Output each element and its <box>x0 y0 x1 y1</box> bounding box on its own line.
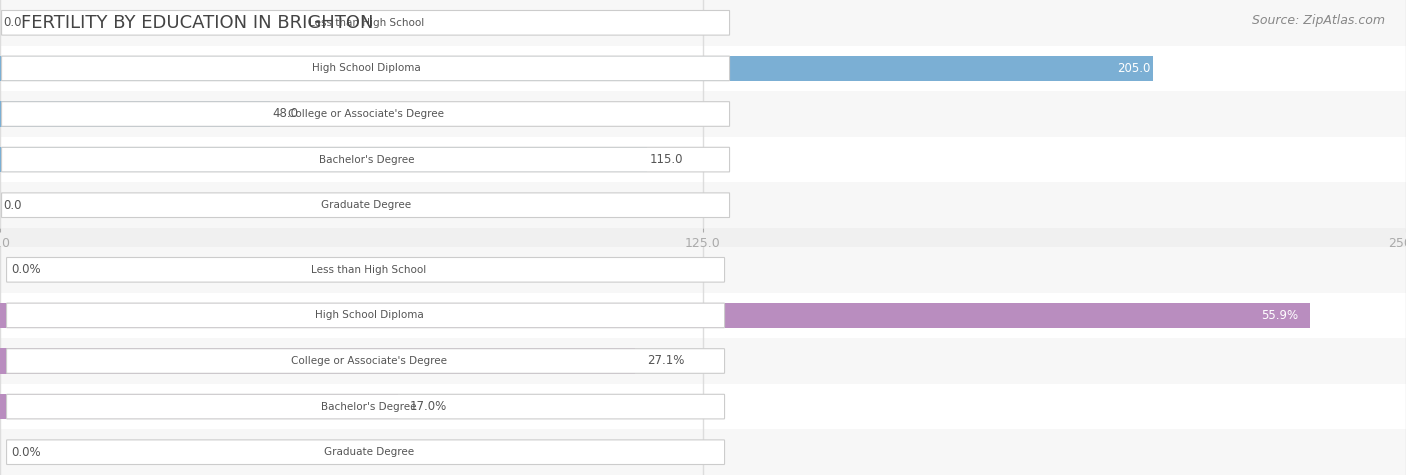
FancyBboxPatch shape <box>1 193 730 218</box>
FancyBboxPatch shape <box>1 10 730 35</box>
Text: College or Associate's Degree: College or Associate's Degree <box>288 109 444 119</box>
Bar <box>0 293 1406 338</box>
Bar <box>0 147 647 172</box>
Text: 48.0: 48.0 <box>273 107 298 121</box>
FancyBboxPatch shape <box>7 440 724 465</box>
Text: Bachelor's Degree: Bachelor's Degree <box>319 154 415 165</box>
Bar <box>0 247 1406 293</box>
Text: 0.0%: 0.0% <box>11 263 41 276</box>
Text: High School Diploma: High School Diploma <box>312 63 420 74</box>
Text: College or Associate's Degree: College or Associate's Degree <box>291 356 447 366</box>
Text: 115.0: 115.0 <box>650 153 683 166</box>
FancyBboxPatch shape <box>1 147 730 172</box>
Bar <box>0 137 1406 182</box>
Bar <box>0 102 270 126</box>
FancyBboxPatch shape <box>7 303 724 328</box>
Text: 0.0: 0.0 <box>3 199 21 212</box>
Text: Less than High School: Less than High School <box>309 18 425 28</box>
Text: Source: ZipAtlas.com: Source: ZipAtlas.com <box>1251 14 1385 27</box>
Bar <box>0 56 1153 81</box>
Text: Less than High School: Less than High School <box>312 265 426 275</box>
Text: Bachelor's Degree: Bachelor's Degree <box>322 401 416 412</box>
FancyBboxPatch shape <box>7 394 724 419</box>
Bar <box>0 394 398 419</box>
Text: 0.0: 0.0 <box>3 16 21 29</box>
FancyBboxPatch shape <box>1 102 730 126</box>
Text: High School Diploma: High School Diploma <box>315 310 423 321</box>
Bar <box>0 384 1406 429</box>
Bar <box>0 429 1406 475</box>
Text: 17.0%: 17.0% <box>411 400 447 413</box>
Bar <box>0 303 1310 328</box>
FancyBboxPatch shape <box>7 257 724 282</box>
Bar <box>0 182 1406 228</box>
Text: FERTILITY BY EDUCATION IN BRIGHTON: FERTILITY BY EDUCATION IN BRIGHTON <box>21 14 374 32</box>
Text: 0.0%: 0.0% <box>11 446 41 459</box>
Text: 205.0: 205.0 <box>1116 62 1150 75</box>
Text: 27.1%: 27.1% <box>647 354 685 368</box>
FancyBboxPatch shape <box>1 56 730 81</box>
Bar <box>0 349 636 373</box>
Bar <box>0 91 1406 137</box>
Bar <box>0 0 1406 46</box>
Bar <box>0 338 1406 384</box>
Text: Graduate Degree: Graduate Degree <box>323 447 415 457</box>
Text: Graduate Degree: Graduate Degree <box>322 200 412 210</box>
Text: 55.9%: 55.9% <box>1261 309 1298 322</box>
Bar <box>0 46 1406 91</box>
FancyBboxPatch shape <box>7 349 724 373</box>
